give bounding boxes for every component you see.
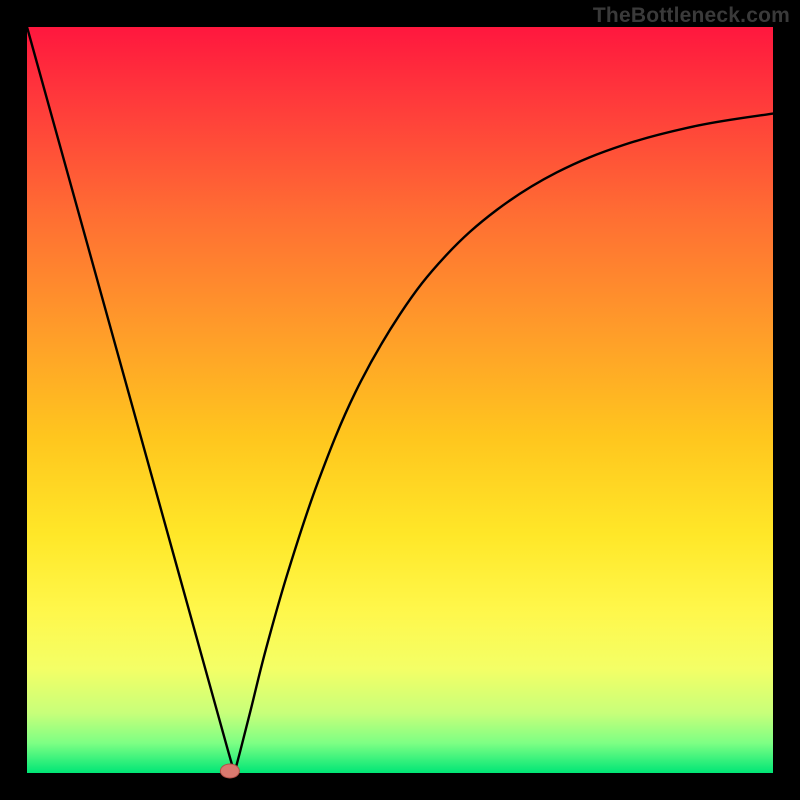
curve-path: [27, 27, 773, 773]
optimum-marker: [220, 763, 240, 778]
chart-frame: TheBottleneck.com: [0, 0, 800, 800]
bottleneck-curve: [27, 27, 773, 773]
watermark-text: TheBottleneck.com: [593, 4, 790, 28]
plot-area: [27, 27, 773, 773]
